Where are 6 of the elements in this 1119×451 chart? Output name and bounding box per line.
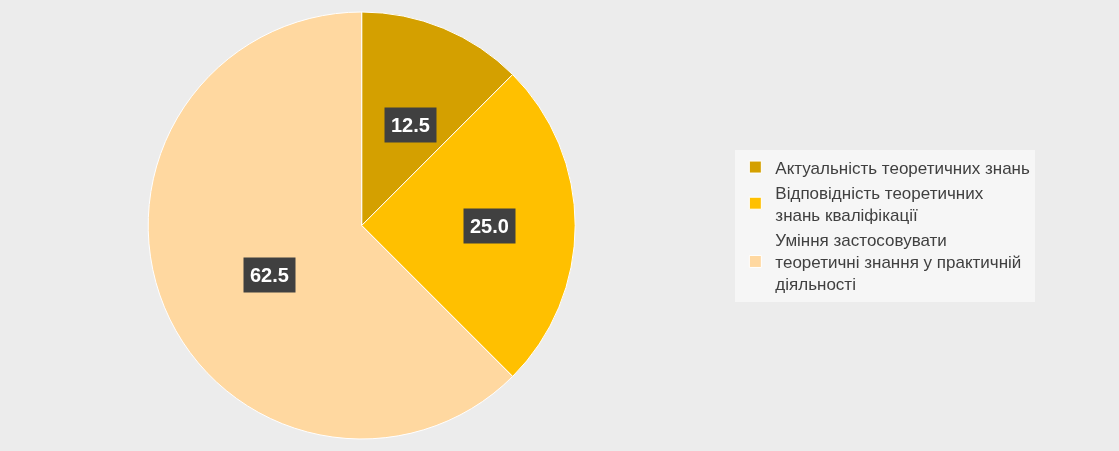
data-label: 25.0 xyxy=(470,215,509,237)
data-label: 62.5 xyxy=(250,264,289,286)
data-label: 12.5 xyxy=(391,114,430,136)
legend-label: Актуальність теоретичних знань xyxy=(775,158,1030,178)
legend-label: Уміння застосовувати теоретичні знання у практичній діяльності xyxy=(775,230,1022,295)
legend-label: Відповідність теоретичних знань кваліфікації xyxy=(775,183,984,225)
